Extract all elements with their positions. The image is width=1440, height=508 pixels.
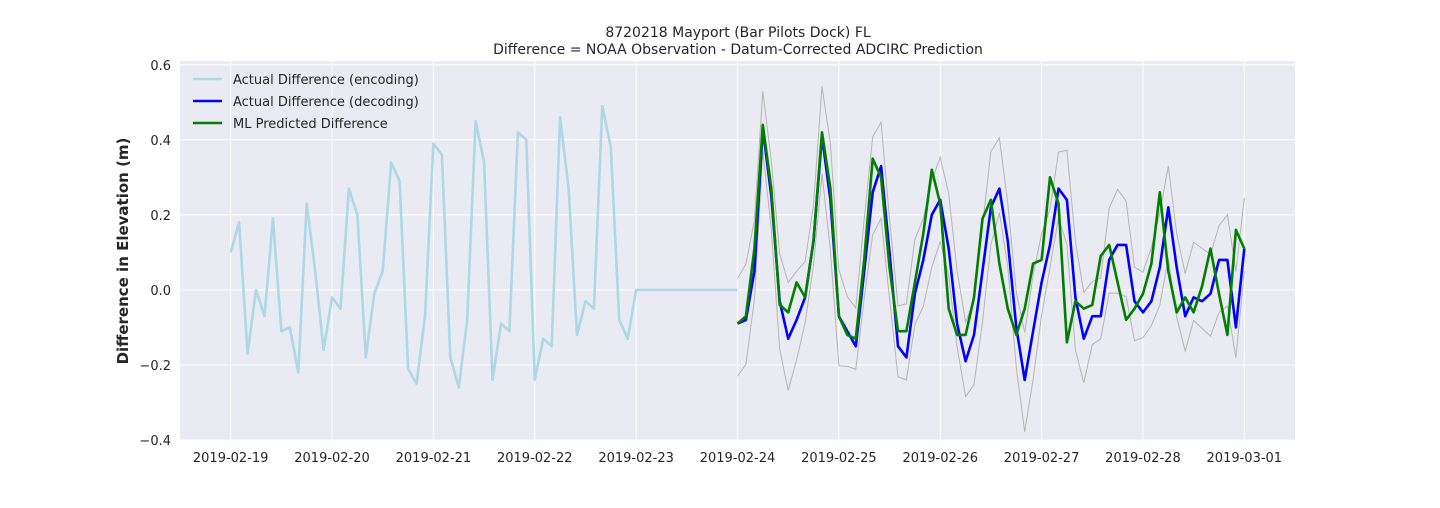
y-axis-label: Difference in Elevation (m) xyxy=(114,138,132,365)
series-line-encoding xyxy=(229,104,738,389)
plot-area: 2019-02-19 2019-02-20 2019-02-21 2019-02-22… xyxy=(139,59,1295,466)
x-tick-label: 2019-02-20 xyxy=(294,451,370,466)
y-tick-label: −0.2 xyxy=(139,359,171,374)
y-tick-label: 0.0 xyxy=(150,284,171,299)
x-tick-label: 2019-02-26 xyxy=(902,451,978,466)
legend-label-encoding: Actual Difference (encoding) xyxy=(233,73,419,88)
y-tick-label: 0.2 xyxy=(150,209,171,224)
x-tick-label: 2019-02-27 xyxy=(1004,451,1080,466)
x-tick-label: 2019-03-01 xyxy=(1207,451,1283,466)
y-tick-label: −0.4 xyxy=(139,434,171,449)
legend: Actual Difference (encoding) Actual Diffe… xyxy=(193,73,419,132)
x-tick-label: 2019-02-25 xyxy=(801,451,877,466)
bound-line-lower xyxy=(737,151,1245,432)
x-tick-label: 2019-02-21 xyxy=(396,451,472,466)
chart-title: 8720218 Mayport (Bar Pilots Dock) FL xyxy=(605,25,871,41)
series-line-predicted xyxy=(736,123,1246,344)
x-tick-label: 2019-02-28 xyxy=(1105,451,1181,466)
x-tick-label: 2019-02-22 xyxy=(497,451,573,466)
x-tick-label: 2019-02-19 xyxy=(193,451,269,466)
legend-label-decoding: Actual Difference (decoding) xyxy=(233,95,419,110)
legend-label-predicted: ML Predicted Difference xyxy=(233,117,388,132)
y-tick-label: 0.4 xyxy=(150,134,171,149)
x-tick-label: 2019-02-23 xyxy=(598,451,674,466)
bound-line-upper xyxy=(737,86,1245,333)
x-tick-label: 2019-02-24 xyxy=(700,451,776,466)
chart-subtitle: Difference = NOAA Observation - Datum-Co… xyxy=(493,42,983,58)
y-tick-label: 0.6 xyxy=(150,59,171,74)
